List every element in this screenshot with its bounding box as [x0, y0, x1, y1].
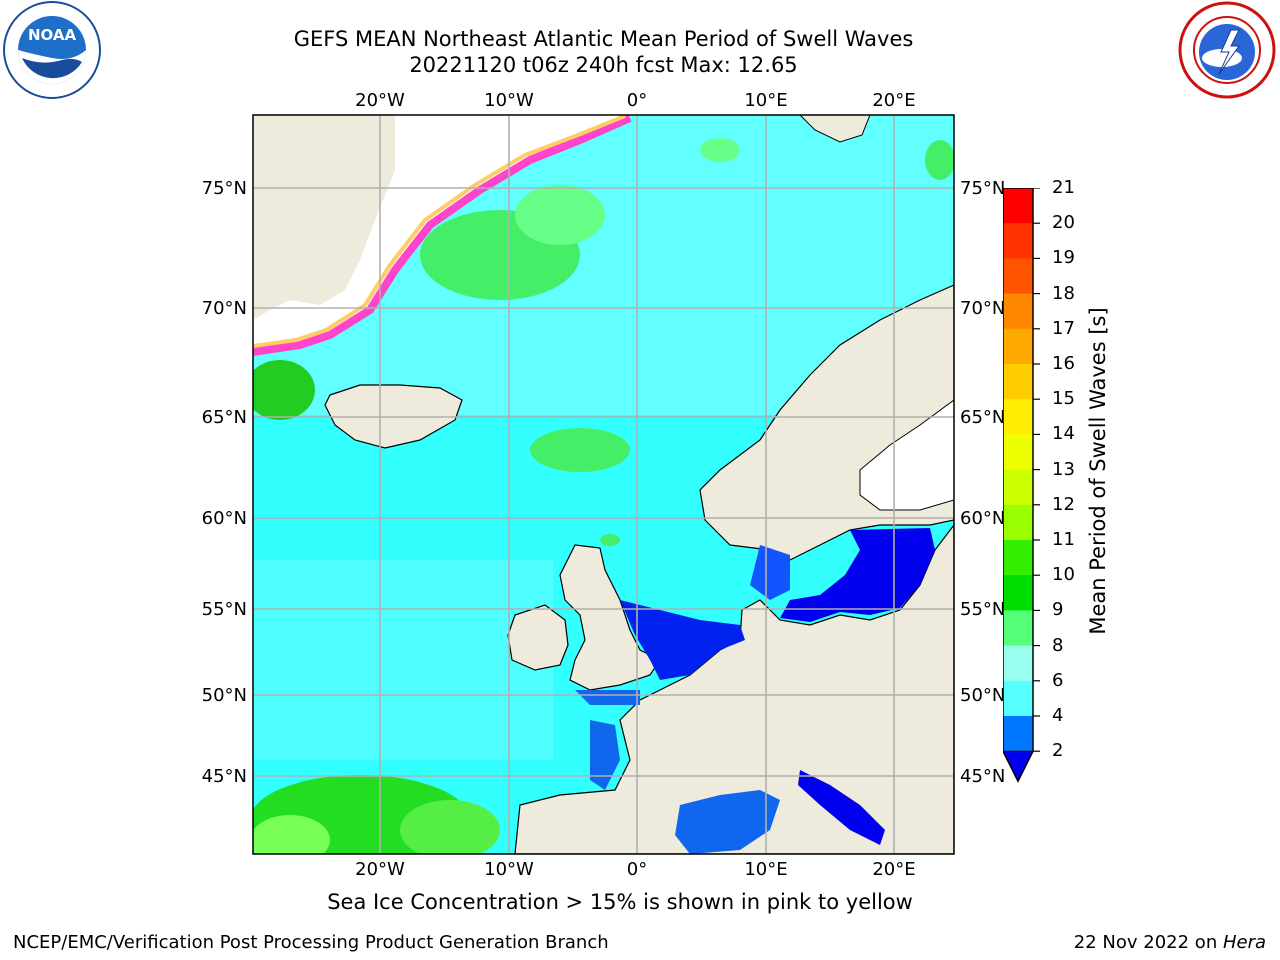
lon-label-bottom: 20°E	[872, 859, 915, 880]
date-host: Hera	[1222, 932, 1266, 953]
map-frame	[252, 114, 955, 855]
chart-title: GEFS MEAN Northeast Atlantic Mean Period…	[293, 27, 914, 51]
credit-line: NCEP/EMC/Verification Post Processing Pr…	[13, 932, 609, 953]
lon-label-top: 10°E	[744, 90, 787, 111]
lon-label-bottom: 10°W	[484, 859, 534, 880]
colorbar-tick-label: 14	[1052, 423, 1075, 445]
swell-green-patches	[253, 138, 954, 854]
lat-label-left: 55°N	[202, 599, 247, 620]
colorbar-segment	[1003, 575, 1033, 611]
colorbar	[1003, 188, 1040, 783]
colorbar-segment	[1003, 399, 1033, 435]
lat-label-left: 65°N	[202, 407, 247, 428]
lon-label-bottom: 10°E	[744, 859, 787, 880]
sea-biscay-edge	[590, 720, 620, 790]
colorbar-extend-arrow	[1003, 750, 1034, 783]
sea-baltic	[780, 528, 935, 622]
date-line: 22 Nov 2022 on Hera	[1074, 932, 1266, 953]
colorbar-segment	[1003, 504, 1033, 541]
lon-label-bottom: 0°	[627, 859, 647, 880]
colorbar-segment	[1003, 645, 1033, 682]
colorbar-tick-label: 2	[1052, 740, 1064, 762]
land-greenland	[253, 115, 395, 320]
colorbar-tick-label: 19	[1052, 247, 1075, 269]
swell-field-light	[253, 560, 553, 760]
colorbar-tick-label: 16	[1052, 353, 1075, 374]
colorbar-tick-label: 20	[1052, 212, 1075, 234]
sea-ice-edge	[253, 115, 632, 356]
colorbar-segment	[1003, 434, 1033, 471]
colorbar-tick-label: 10	[1052, 564, 1075, 586]
svg-text:NOAA: NOAA	[28, 26, 77, 44]
colorbar-segment	[1003, 258, 1033, 295]
lat-label-right: 60°N	[960, 508, 1005, 529]
lon-label-top: 20°W	[355, 90, 405, 111]
colorbar-segment	[1003, 223, 1033, 259]
lat-label-right: 75°N	[960, 178, 1005, 199]
colorbar-segment	[1003, 364, 1033, 400]
colorbar-tick-label: 6	[1052, 669, 1064, 691]
lat-label-right: 50°N	[960, 685, 1005, 706]
lat-label-left: 60°N	[202, 508, 247, 529]
lat-label-right: 45°N	[960, 766, 1005, 787]
colorbar-segment	[1003, 540, 1033, 576]
sea-mediterranean	[675, 790, 780, 854]
colorbar-tick-label: 15	[1052, 388, 1075, 410]
sea-skagerrak	[750, 545, 790, 600]
lat-label-left: 75°N	[202, 178, 247, 199]
colorbar-tick-label: 21	[1052, 177, 1075, 198]
lon-label-top: 0°	[627, 90, 647, 111]
land-ireland	[507, 604, 569, 671]
lat-label-right: 55°N	[960, 599, 1005, 620]
colorbar-segment	[1003, 293, 1033, 330]
lon-label-bottom: 20°W	[355, 859, 405, 880]
colorbar-tick-label: 12	[1052, 493, 1075, 515]
colorbar-segment	[1003, 610, 1033, 647]
colorbar-segment	[1003, 680, 1033, 717]
colorbar-tick-label: 18	[1052, 282, 1075, 304]
colorbar-tick-label: 8	[1052, 634, 1064, 656]
land-great-britain	[559, 544, 661, 691]
colorbar-tick-label: 17	[1052, 317, 1075, 339]
national-weather-service-logo-icon	[1178, 1, 1276, 99]
sea-adriatic	[798, 770, 885, 845]
colorbar-segment	[1003, 469, 1033, 506]
colorbar-frame	[1003, 188, 1034, 783]
lat-label-left: 70°N	[202, 298, 247, 319]
colorbar-segment	[1003, 328, 1033, 365]
date-text: 22 Nov 2022 on	[1073, 932, 1223, 953]
sea-channel	[575, 690, 640, 705]
colorbar-segment	[1003, 716, 1033, 752]
sea-bothnia	[859, 399, 954, 511]
lon-label-top: 10°W	[484, 90, 534, 111]
colorbar-tick-label: 11	[1052, 529, 1075, 550]
lon-label-top: 20°E	[872, 90, 915, 111]
noaa-logo-icon: NOAA	[3, 1, 101, 99]
colorbar-tick-label: 13	[1052, 458, 1075, 480]
sea-ice-edge-inner	[253, 115, 626, 348]
colorbar-tick-label: 9	[1052, 599, 1064, 621]
map-gridlines	[253, 115, 954, 854]
land-svalbard	[799, 115, 871, 143]
lat-label-right: 70°N	[960, 298, 1005, 319]
colorbar-tick-label: 4	[1052, 705, 1064, 726]
lat-label-left: 45°N	[202, 766, 247, 787]
sea-north-sea	[620, 600, 745, 680]
colorbar-label: Mean Period of Swell Waves [s]	[1086, 307, 1110, 635]
colorbar-segment	[1003, 188, 1033, 224]
sea-ice-footnote: Sea Ice Concentration > 15% is shown in …	[327, 890, 913, 914]
chart-subtitle: 20221120 t06z 240h fcst Max: 12.65	[409, 53, 798, 77]
lat-label-right: 65°N	[960, 407, 1005, 428]
lat-label-left: 50°N	[202, 685, 247, 706]
